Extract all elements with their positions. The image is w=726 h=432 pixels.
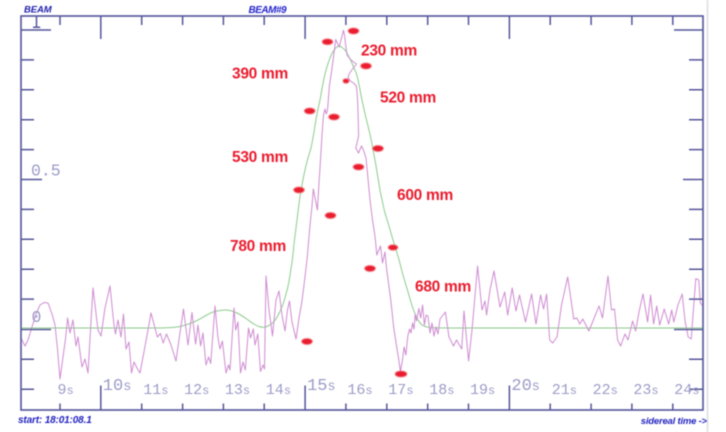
svg-text:21s: 21s: [552, 382, 577, 399]
svg-text:16s: 16s: [347, 382, 372, 399]
svg-text:19s: 19s: [470, 382, 495, 399]
svg-text:780 mm: 780 mm: [230, 238, 286, 255]
svg-text:9s: 9s: [58, 382, 74, 399]
svg-text:0: 0: [32, 308, 42, 327]
svg-text:start: 18:01:08.1: start: 18:01:08.1: [18, 415, 92, 426]
svg-text:680 mm: 680 mm: [415, 279, 471, 296]
svg-text:390 mm: 390 mm: [232, 66, 288, 83]
svg-text:18s: 18s: [429, 382, 454, 399]
svg-text:23s: 23s: [633, 382, 658, 399]
svg-text:11s: 11s: [143, 382, 168, 399]
svg-text:14s: 14s: [266, 382, 291, 399]
svg-text:24s: 24s: [674, 382, 699, 399]
svg-text:15s: 15s: [307, 377, 336, 396]
svg-text:230 mm: 230 mm: [361, 43, 417, 60]
svg-text:BEAM: BEAM: [24, 5, 53, 16]
svg-text:10s: 10s: [103, 377, 132, 396]
svg-text:0.5: 0.5: [31, 162, 61, 181]
svg-text:BEAM#9: BEAM#9: [249, 5, 288, 16]
svg-text:520 mm: 520 mm: [380, 90, 436, 107]
svg-text:600 mm: 600 mm: [397, 187, 453, 204]
svg-text:20s: 20s: [511, 377, 540, 396]
svg-text:sidereal time ->: sidereal time ->: [641, 416, 708, 427]
svg-text:530 mm: 530 mm: [232, 149, 288, 166]
svg-text:17s: 17s: [388, 382, 413, 399]
svg-text:22s: 22s: [593, 382, 618, 399]
svg-text:13s: 13s: [225, 382, 250, 399]
svg-text:12s: 12s: [184, 382, 209, 399]
